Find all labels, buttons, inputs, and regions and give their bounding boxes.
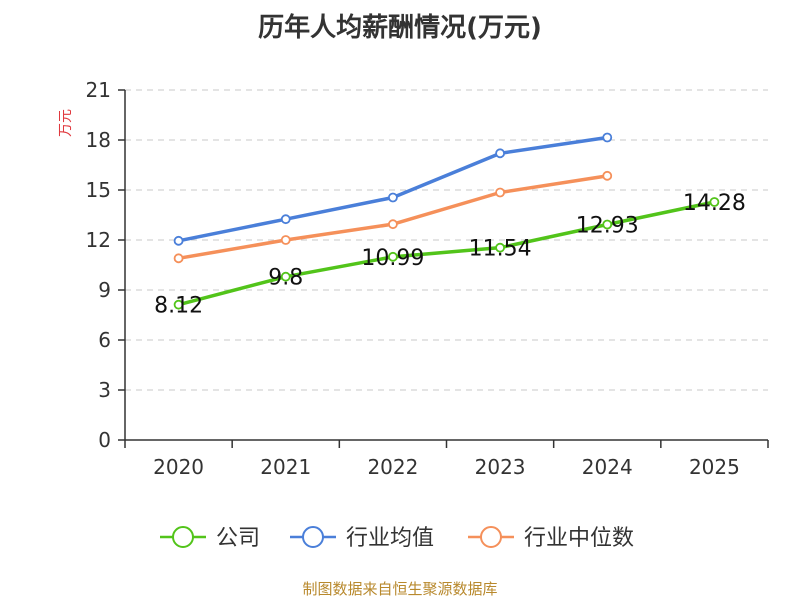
- y-tick-label: 18: [86, 128, 111, 152]
- x-tick-label: 2025: [689, 455, 740, 479]
- series-lines: [173, 132, 720, 310]
- legend-item-0[interactable]: 公司: [160, 526, 260, 551]
- legend-label: 行业中位数: [524, 526, 634, 551]
- data-point[interactable]: [173, 253, 184, 264]
- chart-title: 历年人均薪酬情况(万元): [258, 12, 542, 43]
- legend[interactable]: 公司 行业均值 行业中位数: [160, 526, 634, 551]
- legend-marker: [172, 526, 194, 548]
- data-point[interactable]: [495, 242, 505, 253]
- x-tick-label: 2024: [582, 455, 633, 479]
- data-label: 11.54: [469, 237, 532, 262]
- data-point[interactable]: [495, 148, 505, 159]
- data-point[interactable]: [602, 170, 613, 181]
- y-tick-label: 12: [86, 228, 111, 252]
- legend-label: 行业均值: [346, 526, 434, 551]
- data-point[interactable]: [388, 219, 398, 230]
- data-point[interactable]: [495, 187, 505, 198]
- x-tick-label: 2020: [153, 455, 204, 479]
- axes: 0 3 6 9 12 15 18 21 2020 2021 2022 2023 2024 2025: [86, 78, 769, 479]
- data-point[interactable]: [280, 235, 291, 245]
- data-point[interactable]: [602, 219, 613, 230]
- data-point[interactable]: [173, 235, 184, 246]
- y-tick-label: 15: [86, 178, 111, 202]
- data-point[interactable]: [280, 271, 291, 282]
- data-label: 9.8: [268, 266, 303, 291]
- x-tick-label: 2022: [367, 455, 418, 479]
- series-line-0: [176, 200, 717, 307]
- y-tick-label: 3: [98, 378, 111, 402]
- x-tick-label: 2021: [260, 455, 311, 479]
- y-tick-label: 21: [86, 78, 111, 102]
- legend-marker: [302, 526, 324, 548]
- y-tick-label: 6: [98, 328, 111, 352]
- legend-item-2[interactable]: 行业中位数: [468, 526, 634, 551]
- legend-label: 公司: [216, 526, 260, 551]
- data-label: 14.28: [683, 191, 746, 216]
- x-tick-label: 2023: [475, 455, 526, 479]
- data-label: 10.99: [361, 246, 424, 271]
- source-note: 制图数据来自恒生聚源数据库: [302, 580, 497, 598]
- data-point[interactable]: [173, 299, 184, 310]
- data-labels: 8.12 9.8 10.99 11.54 12.93 14.28: [154, 191, 746, 319]
- y-tick-label: 0: [98, 428, 111, 452]
- data-point[interactable]: [602, 132, 613, 143]
- data-label: 12.93: [576, 214, 639, 239]
- data-label: 8.12: [154, 294, 203, 319]
- data-point[interactable]: [280, 214, 291, 225]
- data-point[interactable]: [709, 197, 720, 207]
- legend-marker: [480, 526, 502, 548]
- grid-lines: [125, 89, 768, 391]
- y-tick-label: 9: [98, 278, 111, 302]
- legend-item-1[interactable]: 行业均值: [290, 526, 434, 551]
- data-point[interactable]: [388, 251, 398, 262]
- y-axis-label: 万元: [58, 109, 74, 137]
- data-point[interactable]: [388, 192, 398, 203]
